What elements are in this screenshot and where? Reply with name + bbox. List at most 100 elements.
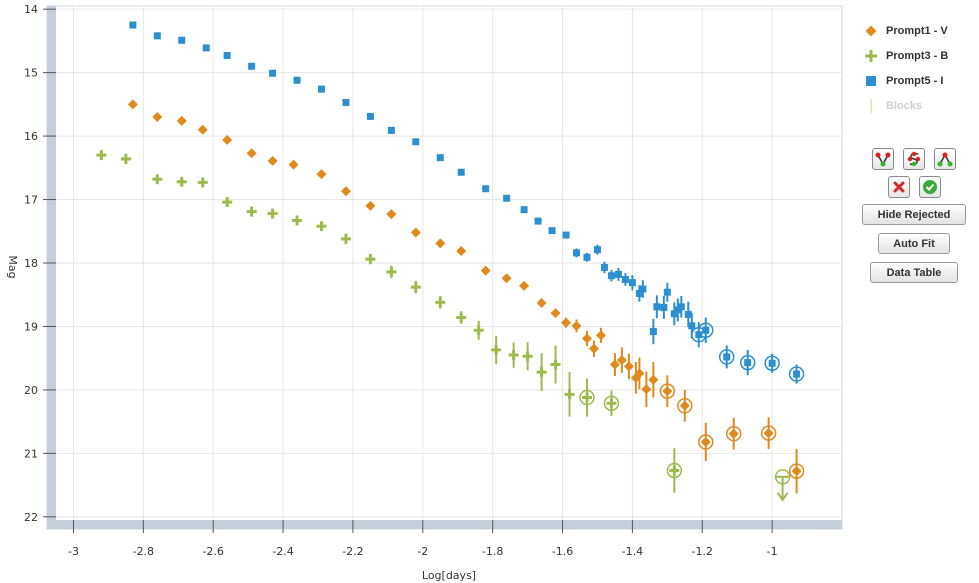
data-point[interactable] <box>607 272 615 280</box>
data-point[interactable] <box>501 273 512 284</box>
data-point[interactable] <box>649 328 657 336</box>
data-point[interactable] <box>288 159 299 170</box>
data-point[interactable] <box>436 154 444 162</box>
data-point[interactable] <box>561 317 572 328</box>
data-point[interactable] <box>503 194 511 202</box>
data-point[interactable] <box>662 386 673 397</box>
legend-item-prompt5-i[interactable]: Prompt5 - I <box>862 68 972 93</box>
data-point[interactable] <box>663 288 671 296</box>
data-point[interactable] <box>593 246 601 254</box>
data-point[interactable] <box>583 253 591 261</box>
data-point[interactable] <box>639 285 647 293</box>
legend-item-blocks[interactable]: Blocks <box>862 93 972 118</box>
data-point[interactable] <box>573 249 581 257</box>
data-point[interactable] <box>412 138 420 146</box>
legend-label: Prompt1 - V <box>886 24 948 37</box>
legend-item-prompt3-b[interactable]: Prompt3 - B <box>862 43 972 68</box>
data-point[interactable] <box>519 280 530 291</box>
data-point[interactable] <box>677 303 685 311</box>
accept-button[interactable] <box>918 176 941 198</box>
data-point[interactable] <box>744 359 752 367</box>
selected-point-ring <box>698 322 714 339</box>
data-point[interactable] <box>571 320 582 331</box>
model-v-shape-button[interactable] <box>872 148 894 170</box>
data-point[interactable] <box>197 124 208 135</box>
data-point[interactable] <box>688 322 696 330</box>
data-point[interactable] <box>614 270 622 278</box>
data-point[interactable] <box>641 384 652 395</box>
hide-rejected-button[interactable]: Hide Rejected <box>862 204 966 225</box>
data-point[interactable] <box>387 126 395 134</box>
data-point[interactable] <box>520 206 528 214</box>
data-point[interactable] <box>534 217 542 225</box>
data-point[interactable] <box>623 361 634 372</box>
data-point[interactable] <box>456 245 467 256</box>
data-point[interactable] <box>728 428 739 439</box>
data-point[interactable] <box>410 227 421 238</box>
legend-item-prompt1-v[interactable]: Prompt1 - V <box>862 18 972 43</box>
data-point[interactable] <box>482 185 490 193</box>
data-point[interactable] <box>588 343 599 354</box>
data-point[interactable] <box>609 359 620 370</box>
data-point[interactable] <box>723 353 731 361</box>
data-point[interactable] <box>628 279 636 287</box>
data-point[interactable] <box>653 303 661 311</box>
reject-button[interactable] <box>887 176 910 198</box>
data-point[interactable] <box>129 21 137 29</box>
data-point[interactable] <box>684 310 692 318</box>
data-point[interactable] <box>386 209 397 220</box>
data-point[interactable] <box>480 265 491 276</box>
data-point[interactable] <box>342 98 350 106</box>
data-point[interactable] <box>660 303 668 311</box>
tool-panel: Hide Rejected Auto Fit Data Table <box>862 148 966 291</box>
data-point[interactable] <box>550 308 561 319</box>
data-point[interactable] <box>548 227 556 235</box>
data-point[interactable] <box>536 297 547 308</box>
x-tick-label: -1.8 <box>482 545 503 558</box>
data-point[interactable] <box>317 85 325 93</box>
data-point[interactable] <box>670 310 678 318</box>
data-point[interactable] <box>178 36 186 44</box>
data-point[interactable] <box>248 62 256 70</box>
data-point[interactable] <box>269 69 277 77</box>
data-point[interactable] <box>581 333 592 344</box>
model-s-shape-button[interactable] <box>903 148 925 170</box>
data-point[interactable] <box>246 148 257 159</box>
data-point[interactable] <box>595 330 606 341</box>
data-point[interactable] <box>222 134 233 145</box>
data-point-crossbar <box>120 157 131 161</box>
data-point[interactable] <box>600 263 608 271</box>
data-point[interactable] <box>152 112 163 123</box>
data-table-button[interactable]: Data Table <box>870 262 958 283</box>
data-point[interactable] <box>267 155 278 166</box>
data-point[interactable] <box>562 231 570 239</box>
data-point[interactable] <box>793 370 801 378</box>
data-point[interactable] <box>763 428 774 439</box>
data-point[interactable] <box>366 112 374 120</box>
auto-fit-button[interactable]: Auto Fit <box>878 233 950 254</box>
data-point[interactable] <box>293 76 301 84</box>
data-point[interactable] <box>365 200 376 211</box>
data-point[interactable] <box>176 115 187 126</box>
data-point[interactable] <box>202 44 210 52</box>
model-peak-button[interactable] <box>934 148 956 170</box>
data-point[interactable] <box>702 326 710 334</box>
data-point[interactable] <box>635 289 643 297</box>
data-point[interactable] <box>700 436 711 447</box>
data-point[interactable] <box>768 359 776 367</box>
data-point[interactable] <box>435 238 446 249</box>
data-point[interactable] <box>621 275 629 283</box>
data-point[interactable] <box>616 355 627 366</box>
data-point[interactable] <box>316 169 327 180</box>
x-tick-label: -2.2 <box>342 545 363 558</box>
data-point[interactable] <box>457 168 465 176</box>
data-point[interactable] <box>127 99 138 110</box>
data-point[interactable] <box>634 368 645 379</box>
data-point[interactable] <box>340 186 351 197</box>
data-point[interactable] <box>695 331 703 339</box>
data-point[interactable] <box>223 51 231 59</box>
data-point[interactable] <box>679 400 690 411</box>
data-point[interactable] <box>153 32 161 40</box>
data-point[interactable] <box>791 466 802 477</box>
data-point[interactable] <box>648 374 659 385</box>
